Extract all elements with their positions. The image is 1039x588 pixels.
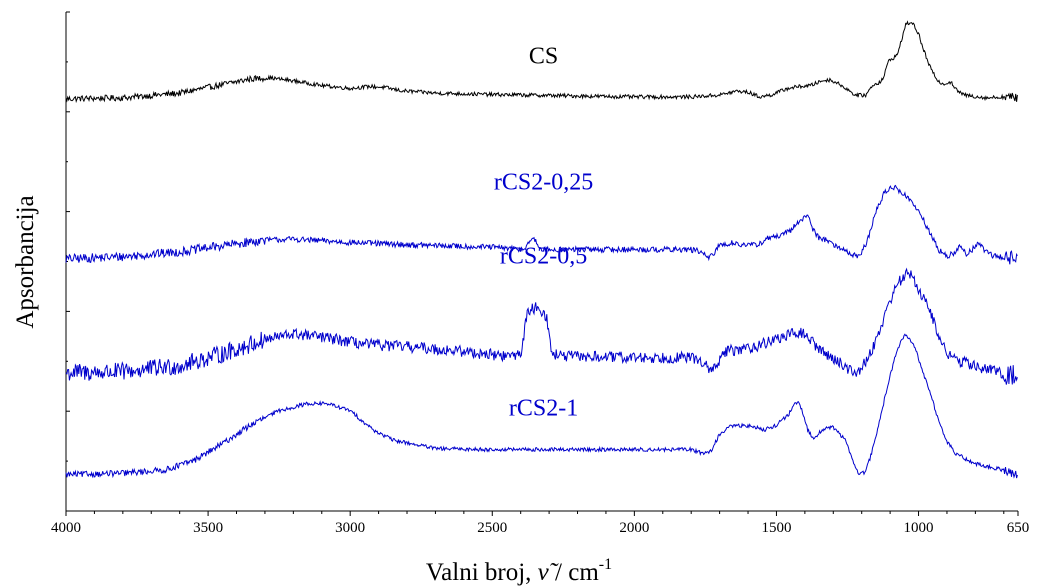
series-label: rCS2-0,25 <box>494 170 593 196</box>
x-tick-label: 1000 <box>904 520 934 536</box>
x-axis-title-main: Valni broj, <box>426 559 538 586</box>
y-ticks <box>66 11 70 512</box>
series-line-2 <box>65 267 1018 385</box>
x-tick-label: 2000 <box>619 520 649 536</box>
x-ticks: 4000 3500 3000 2500 2000 1500 1000 650 <box>51 511 1029 536</box>
series-label: rCS2-0,5 <box>500 244 587 270</box>
x-tick-label: 4000 <box>51 520 81 536</box>
x-tick-label: 2500 <box>477 520 507 536</box>
y-axis-title: Apsorbancija <box>12 195 39 328</box>
series-labels: CS rCS2-0,25 rCS2-0,5 rCS2-1 <box>494 43 593 421</box>
series-label: CS <box>529 43 558 69</box>
series-lines <box>65 20 1018 479</box>
x-tick-label: 1500 <box>761 520 791 536</box>
series-label: rCS2-1 <box>509 396 578 422</box>
series-line-3 <box>65 333 1018 479</box>
x-tick-label: 650 <box>1007 520 1030 536</box>
series-line-0 <box>65 20 1018 104</box>
x-axis-title-unit: / cm <box>549 559 600 586</box>
x-tick-label: 3000 <box>335 520 365 536</box>
series-line-1 <box>65 184 1018 265</box>
x-axis-title: Valni broj, ν̃ / cm-1 <box>426 556 612 586</box>
x-tick-label: 3500 <box>193 520 223 536</box>
x-axis-title-exponent: -1 <box>599 556 612 573</box>
